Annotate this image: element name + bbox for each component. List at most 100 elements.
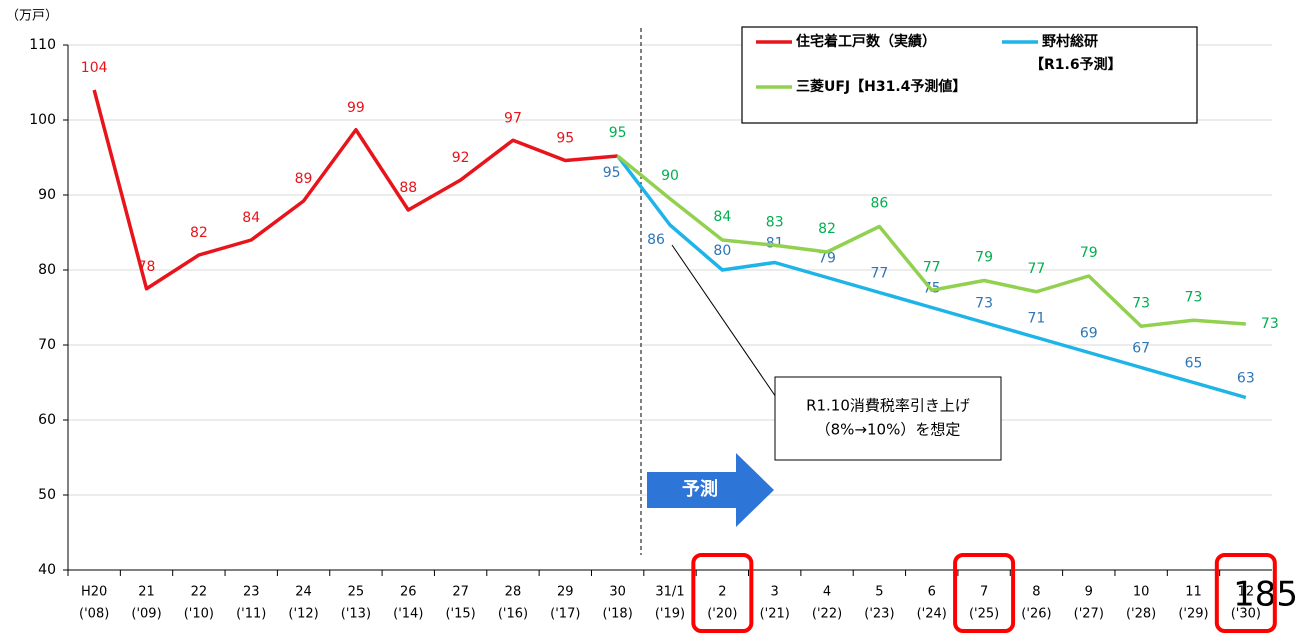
x-tick-label: 28 [505,585,522,600]
data-label: 97 [504,110,522,126]
legend-note: 【R1.6予測】 [1030,56,1122,73]
x-tick-label: 10 [1133,585,1150,600]
x-tick-label: 6 [928,585,936,600]
x-tick-label: ('22) [812,607,842,622]
x-tick-label: 11 [1185,585,1202,600]
x-tick-label: ('16) [498,607,528,622]
data-label: 89 [295,171,313,187]
data-label: 88 [399,180,417,196]
data-label: 73 [1185,289,1203,305]
x-tick-label: ('15) [445,607,475,622]
x-tick-label: ('13) [341,607,371,622]
legend-label: 住宅着工戸数（実績） [796,33,936,50]
data-label: 71 [1028,311,1046,327]
x-tick-label: 12 [1238,585,1255,600]
x-tick-label: H20 [81,585,107,600]
data-label: 95 [603,165,621,181]
data-label: 78 [138,259,156,275]
data-label: 86 [870,196,888,212]
data-label: 99 [347,100,365,116]
highlight-box [691,553,754,633]
x-tick-label: 5 [875,585,883,600]
x-tick-label: 25 [348,585,365,600]
data-label: 77 [1028,261,1046,277]
y-tick-label: 110 [29,37,56,53]
legend-label: 三菱UFJ【H31.4予測値】 [796,78,966,95]
data-label: 65 [1185,356,1203,372]
note-leader [671,244,779,401]
data-label: 95 [556,131,574,147]
data-label: 79 [1080,245,1098,261]
x-tick-label: 21 [138,585,155,600]
data-label: 95 [609,125,627,141]
x-tick-label: 30 [609,585,626,600]
data-label: 79 [975,250,993,266]
x-tick-label: ('17) [550,607,580,622]
data-label: 67 [1132,341,1150,357]
series-line [616,154,1247,400]
x-tick-label: ('27) [1074,607,1104,622]
x-tick-label: 22 [191,585,208,600]
highlight-box [1214,553,1277,633]
data-label: 80 [713,243,731,259]
x-tick-label: 3 [771,585,779,600]
y-tick-label: 60 [38,412,56,428]
forecast-label: 予測 [682,478,718,500]
x-tick-label: ('24) [917,607,947,622]
data-label: 73 [1132,295,1150,311]
highlight-box [953,553,1016,633]
x-tick-label: 31/1 [655,585,684,600]
page-number: 185 [1233,575,1298,615]
note-line: （8%→10%）を想定 [816,421,961,439]
x-tick-label: 26 [400,585,417,600]
data-label: 73 [975,296,993,312]
y-tick-label: 70 [38,337,56,353]
data-label: 82 [818,221,836,237]
x-tick-label: ('21) [760,607,790,622]
x-tick-label: 4 [823,585,831,600]
data-label: 77 [923,259,941,275]
y-tick-label: 100 [29,112,56,128]
series-line [616,154,1246,328]
x-tick-label: 2 [718,585,726,600]
data-label: 86 [647,232,665,248]
data-label: 73 [1261,316,1279,332]
data-label: 92 [452,150,470,166]
forecast-arrow [647,453,774,527]
legend-label: 野村総研 [1042,33,1098,50]
y-tick-label: 40 [38,562,56,578]
data-label: 84 [713,209,731,225]
y-axis-label: （万戸） [6,9,58,24]
x-tick-label: ('25) [969,607,999,622]
x-tick-label: ('30) [1231,607,1261,622]
x-tick-label: 27 [452,585,469,600]
x-tick-label: ('08) [79,607,109,622]
x-tick-label: ('28) [1126,607,1156,622]
x-tick-label: 8 [1032,585,1040,600]
y-tick-label: 90 [38,187,56,203]
data-label: 83 [766,214,784,230]
x-tick-label: ('19) [655,607,685,622]
x-tick-label: ('10) [184,607,214,622]
x-tick-label: ('20) [707,607,737,622]
x-tick-label: 9 [1085,585,1093,600]
note-line: R1.10消費税率引き上げ [806,397,970,415]
data-label: 79 [818,251,836,267]
legend-box [741,26,1198,124]
x-tick-label: ('29) [1178,607,1208,622]
x-tick-label: 24 [295,585,312,600]
series-line [92,89,618,291]
x-tick-label: ('11) [236,607,266,622]
data-label: 104 [81,60,108,76]
note-box [774,376,1002,461]
x-tick-label: 23 [243,585,260,600]
data-label: 69 [1080,326,1098,342]
x-tick-label: 29 [557,585,574,600]
data-label: 90 [661,168,679,184]
x-tick-label: ('26) [1021,607,1051,622]
x-tick-label: ('09) [131,607,161,622]
data-label: 77 [870,266,888,282]
data-label: 63 [1237,371,1255,387]
x-tick-label: 7 [980,585,988,600]
